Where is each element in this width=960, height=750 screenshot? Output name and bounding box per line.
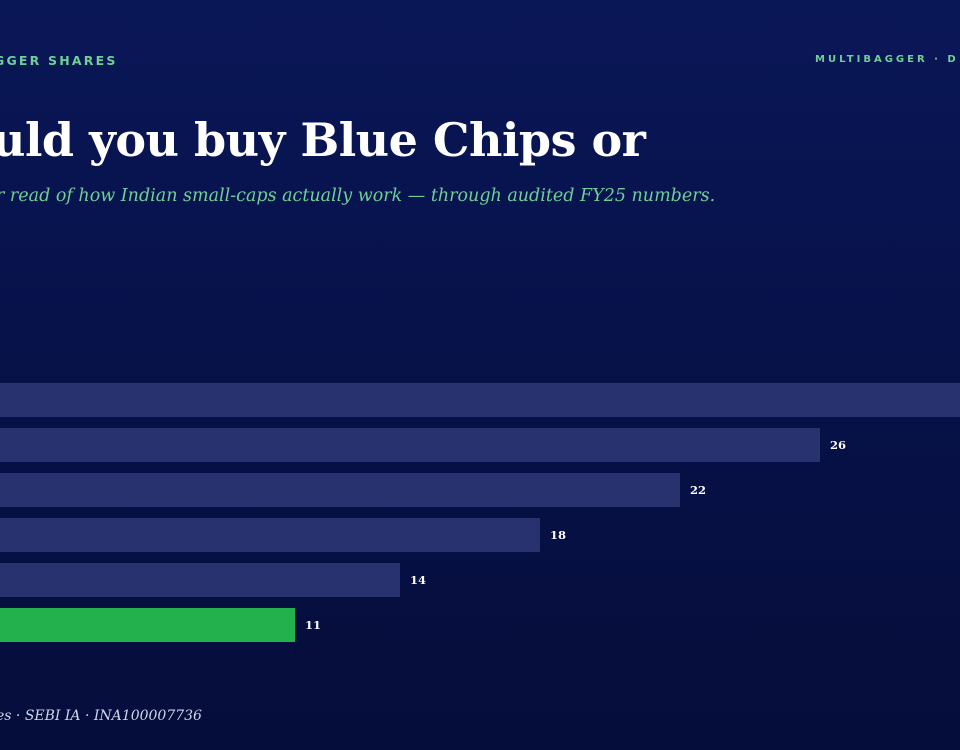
bar-5 bbox=[0, 563, 400, 597]
bar-3 bbox=[0, 473, 680, 507]
bar-chart: 26 22 18 14 11 bbox=[0, 383, 960, 642]
brand-kicker: MULTIBAGGER · D bbox=[815, 54, 959, 65]
page-title: uld you buy Blue Chips or bbox=[0, 113, 646, 167]
bar-4 bbox=[0, 518, 540, 552]
bar-2 bbox=[0, 428, 820, 462]
bar-group bbox=[0, 383, 960, 642]
bar-value-label-6: 11 bbox=[305, 618, 321, 632]
bar-value-label-2: 26 bbox=[830, 438, 846, 452]
bar-value-label-3: 22 bbox=[690, 483, 706, 497]
bar-1 bbox=[0, 383, 960, 417]
value-label-group: 26 22 18 14 11 bbox=[305, 438, 846, 632]
bar-value-label-5: 14 bbox=[410, 573, 426, 587]
section-kicker: GGER SHARES bbox=[0, 53, 118, 68]
footer-disclaimer: es · SEBI IA · INA100007736 bbox=[0, 708, 202, 724]
page-subtitle: r read of how Indian small-caps actually… bbox=[0, 186, 716, 206]
bar-value-label-4: 18 bbox=[550, 528, 566, 542]
bar-6 bbox=[0, 608, 295, 642]
